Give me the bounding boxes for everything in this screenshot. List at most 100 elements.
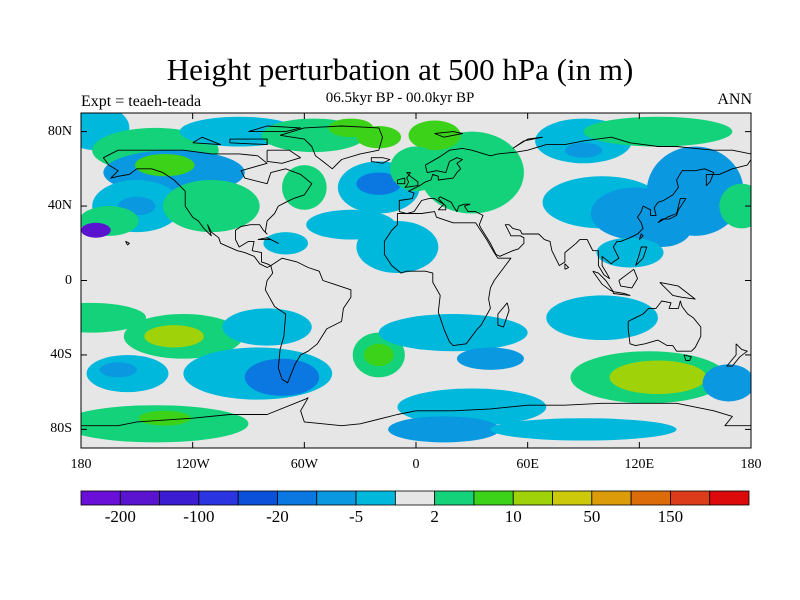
colorbar-label: -100 — [183, 507, 215, 526]
coastline — [248, 125, 302, 133]
colorbar — [80, 490, 750, 506]
colorbar-swatch — [434, 490, 475, 506]
colorbar-swatch — [277, 490, 318, 506]
coastline — [726, 343, 748, 367]
height-field — [81, 113, 751, 443]
coastline — [657, 198, 687, 224]
y-tick-label: 0 — [65, 272, 72, 288]
coastline — [398, 136, 751, 280]
colorbar-swatch — [591, 490, 632, 506]
field-contour — [456, 347, 524, 370]
field-contour — [490, 418, 677, 441]
coastline — [627, 300, 702, 352]
x-tick-label: 120W — [175, 457, 210, 472]
axis-ticks — [80, 113, 752, 448]
field-contour — [546, 295, 658, 341]
y-tick-label: 40S — [50, 346, 72, 362]
colorbar-label: 2 — [430, 507, 439, 526]
map-title: Height perturbation at 500 hPa (in m) — [166, 52, 634, 87]
field-contour — [356, 126, 402, 149]
colorbar-swatch — [316, 490, 357, 506]
coastline — [618, 268, 638, 289]
field-contour — [564, 142, 603, 158]
coastline — [383, 211, 512, 347]
field-contour — [419, 131, 524, 214]
field-contour — [81, 222, 111, 238]
colorbar-swatch — [473, 490, 514, 506]
colorbar-label: -200 — [104, 507, 136, 526]
coastline — [497, 302, 510, 328]
colorbar-label: 150 — [657, 507, 684, 526]
field-contour — [144, 325, 204, 348]
y-tick-label: 80N — [47, 123, 72, 139]
field-contour — [719, 183, 751, 229]
x-tick-label: 180 — [740, 457, 762, 472]
coastline — [279, 125, 383, 170]
colorbar-label: 10 — [504, 507, 522, 526]
colorbar-swatch — [237, 490, 278, 506]
coastline — [125, 240, 130, 246]
field-contour — [408, 120, 461, 151]
x-tick-label: 0 — [412, 457, 420, 472]
colorbar-label: -5 — [348, 507, 364, 526]
coastline — [564, 263, 570, 270]
field-contour — [609, 360, 707, 395]
coastline — [404, 172, 419, 188]
coastline — [612, 291, 631, 296]
colorbar-swatch — [709, 490, 750, 506]
map-subtitle: 06.5kyr BP - 00.0kyr BP — [325, 90, 475, 106]
colorbar-swatch — [552, 490, 593, 506]
coastline — [635, 246, 648, 266]
field-contour — [389, 146, 443, 192]
field-contour — [356, 220, 439, 274]
coastline — [102, 149, 313, 268]
coastline — [683, 354, 692, 361]
coastline — [229, 138, 268, 146]
colorbar-swatch — [119, 490, 160, 506]
coastline — [396, 177, 406, 185]
x-tick-label: 60W — [290, 457, 318, 472]
coastline — [512, 136, 544, 149]
field-contour — [378, 314, 528, 352]
colorbar-label: -20 — [266, 507, 289, 526]
colorbar-swatch — [159, 490, 200, 506]
field-contour — [282, 165, 327, 210]
colorbar-swatch — [355, 490, 396, 506]
field-contour — [363, 343, 394, 367]
coastline — [192, 136, 222, 146]
field-contour — [244, 358, 320, 396]
field-contour — [397, 388, 547, 426]
coastline — [434, 131, 463, 138]
x-tick-label: 180 — [70, 457, 92, 472]
season-label: ANN — [717, 91, 752, 108]
field-contour — [263, 232, 309, 255]
coastline — [659, 281, 696, 300]
field-contour — [583, 116, 733, 147]
coastline — [370, 157, 391, 164]
colorbar-swatch — [512, 490, 553, 506]
colorbar-swatch — [670, 490, 711, 506]
field-contour — [162, 180, 260, 233]
colorbar-swatch — [80, 490, 121, 506]
field-contour — [596, 237, 664, 268]
field-contour — [356, 172, 402, 195]
coastline — [257, 237, 279, 244]
field-contour — [138, 410, 191, 426]
coastline — [81, 397, 751, 427]
coastline — [264, 257, 352, 384]
field-contour — [134, 153, 195, 177]
coastline — [638, 233, 644, 240]
coastlines — [81, 125, 751, 427]
field-contour — [222, 308, 312, 346]
x-tick-label: 120E — [624, 457, 655, 472]
x-tick-label: 60E — [516, 457, 539, 472]
coastline — [266, 149, 302, 164]
colorbar-swatch — [630, 490, 671, 506]
colorbar-swatch — [198, 490, 239, 506]
field-contour — [631, 209, 692, 247]
y-tick-label: 80S — [50, 421, 72, 437]
y-tick-label: 40N — [47, 198, 72, 214]
experiment-label: Expt = teaeh-teada — [81, 93, 202, 110]
field-contour — [99, 362, 137, 378]
